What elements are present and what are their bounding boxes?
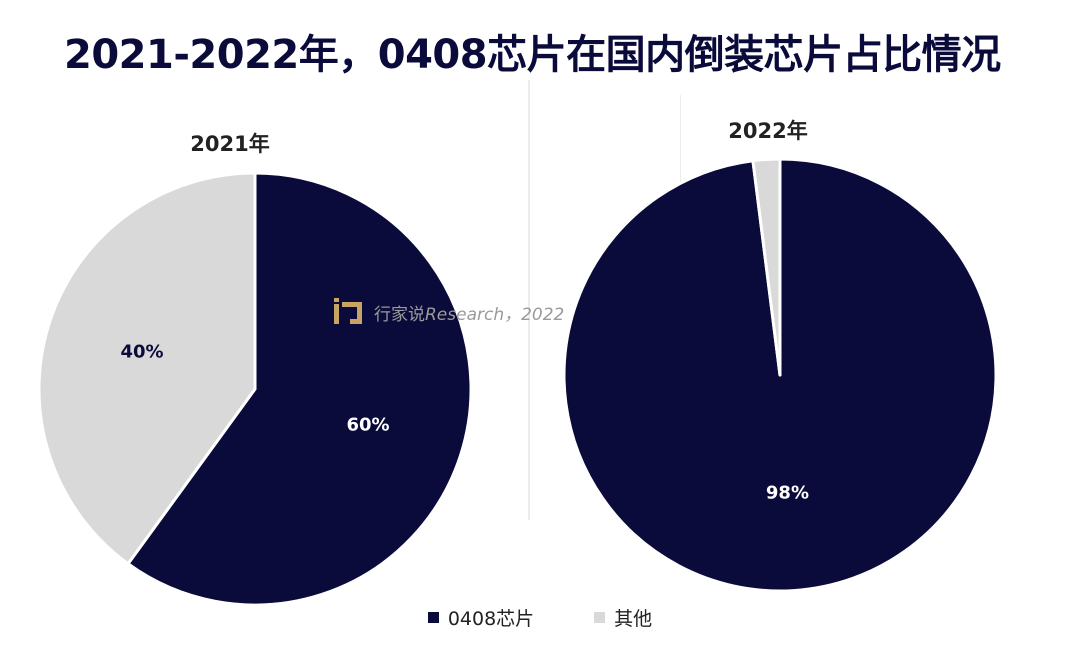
watermark-latin: Research，2022 bbox=[425, 304, 565, 325]
legend-item-0408[interactable]: 0408芯片 bbox=[427, 604, 535, 631]
brand-logo-icon bbox=[334, 298, 362, 324]
slice-value-label: 40% bbox=[120, 341, 163, 362]
legend-label: 0408芯片 bbox=[447, 608, 535, 630]
chart-title: 2021-2022年，0408芯片在国内倒装芯片占比情况 bbox=[64, 32, 1001, 78]
pie-slice-other bbox=[751, 157, 782, 377]
pie-slice-other bbox=[37, 171, 257, 566]
legend-swatch bbox=[427, 612, 439, 623]
pie-chart-2021: 60% 40% bbox=[37, 171, 473, 607]
slice-value-label: 98% bbox=[766, 483, 809, 504]
legend: 0408芯片 其他 bbox=[0, 604, 1080, 631]
slice-value-label: 60% bbox=[346, 415, 389, 436]
pie-chart-2022: 98% bbox=[562, 157, 998, 593]
background-divider bbox=[528, 80, 530, 520]
legend-swatch bbox=[594, 612, 606, 623]
pie-title-2021: 2021年 bbox=[190, 132, 270, 156]
watermark: 行家说 Research，2022 bbox=[332, 298, 564, 326]
legend-item-other[interactable]: 其他 bbox=[594, 604, 652, 631]
legend-label: 其他 bbox=[614, 608, 653, 630]
pie-title-2022: 2022年 bbox=[728, 119, 808, 143]
watermark-cjk: 行家说 bbox=[374, 304, 425, 325]
pie-slice-0408 bbox=[126, 171, 473, 607]
